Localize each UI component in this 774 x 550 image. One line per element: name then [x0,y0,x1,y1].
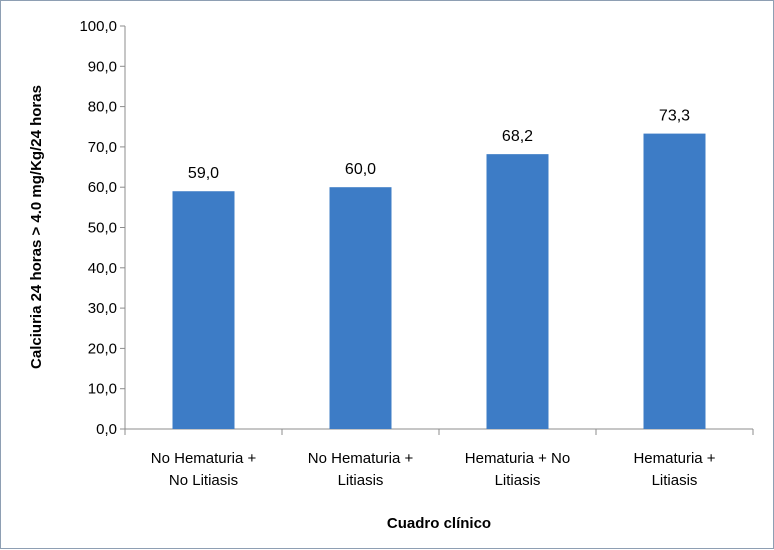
y-tick-label: 90,0 [88,58,117,75]
x-tick-label: No Hematuria + [308,450,414,467]
y-tick-label: 100,0 [79,18,117,35]
x-category-group: No Hematuria + No Litiasis No Hematuria + L… [151,450,716,489]
x-tick-label: No Litiasis [169,472,238,489]
x-axis-title: Cuadro clínico [387,515,491,532]
y-tick-label: 60,0 [88,179,117,196]
data-label: 60,0 [345,161,376,178]
bar-group [172,133,706,430]
data-label-group: 59,0 60,0 68,2 73,3 [188,108,690,183]
data-label: 68,2 [502,128,533,145]
x-tick-label: Hematuria + No [465,450,570,467]
y-tick-label: 70,0 [88,139,117,156]
bar [329,187,392,429]
y-tick-label: 80,0 [88,99,117,116]
x-tick-label: Litiasis [652,472,698,489]
x-tick-label: Litiasis [338,472,384,489]
x-tick-label: Litiasis [495,472,541,489]
y-axis-title: Calciuria 24 horas > 4.0 mg/Kg/24 horas [28,85,45,369]
y-tick-label: 30,0 [88,300,117,317]
bar [486,154,549,430]
y-tick-label: 50,0 [88,220,117,237]
x-tick-group [124,429,754,435]
x-tick-label: Hematuria + [633,450,715,467]
bar [643,133,706,429]
y-tick-group: 0,0 10,0 20,0 30,0 40,0 50,0 60,0 70,0 80,0 90,0 1… [79,18,125,438]
y-tick-label: 0,0 [96,421,117,438]
data-label: 59,0 [188,165,219,182]
x-tick-label: No Hematuria + [151,450,257,467]
data-label: 73,3 [659,108,690,125]
y-tick-label: 20,0 [88,340,117,357]
y-tick-label: 40,0 [88,260,117,277]
bar [172,191,235,429]
y-tick-label: 10,0 [88,381,117,398]
